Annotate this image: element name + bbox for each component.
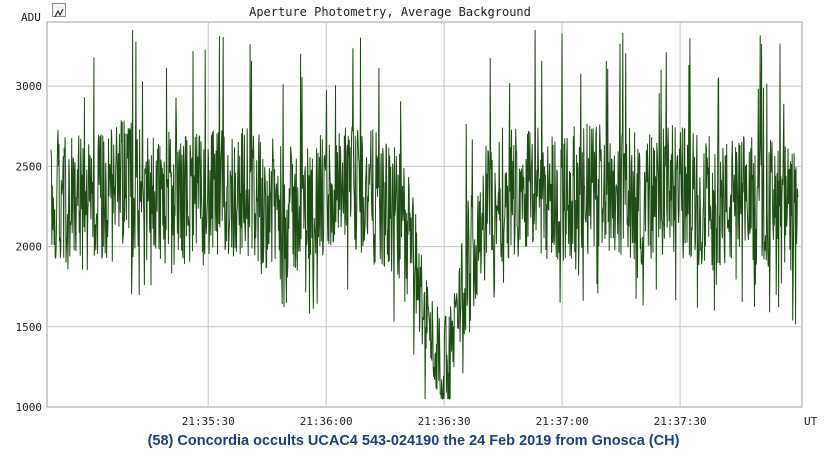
series-line [50,29,799,401]
y-tick-label: 1000 [16,401,43,414]
chart-title: Aperture Photometry, Average Background [249,5,531,19]
y-tick-label: 1500 [16,321,43,334]
x-tick-label: 21:36:00 [300,415,353,428]
chart: Aperture Photometry, Average Background … [16,5,818,428]
x-tick-label: 21:35:30 [182,415,235,428]
x-tick-label: 21:37:30 [654,415,707,428]
chart-caption: (58) Concordia occults UCAC4 543-024190 … [147,433,680,449]
x-tick-labels: 21:35:30 21:36:00 21:36:30 21:37:00 21:37:30 [182,415,707,428]
y-axis-label: ADU [21,11,41,24]
y-tick-label: 2000 [16,241,43,254]
y-tick-label: 2500 [16,160,43,173]
y-tick-labels: 1000 1500 2000 2500 3000 [16,80,43,414]
x-tick-label: 21:37:00 [536,415,589,428]
chart-options-glyph [54,8,64,18]
x-tick-label: 21:36:30 [418,415,471,428]
y-tick-label: 3000 [16,80,43,93]
x-axis-label: UT [804,415,818,428]
chart-options-icon[interactable] [52,3,66,18]
